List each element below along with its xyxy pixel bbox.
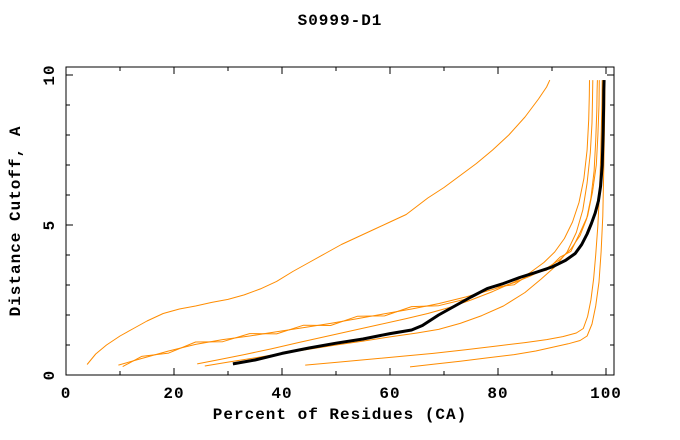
y-tick-label: 0: [41, 370, 59, 381]
x-axis-label: Percent of Residues (CA): [212, 406, 468, 424]
x-tick-label: 60: [379, 385, 400, 403]
curve-orange-model-4: [197, 80, 590, 365]
y-tick-label: 5: [41, 220, 59, 231]
x-tick-label: 40: [271, 385, 292, 403]
y-tick-label: 10: [41, 64, 59, 85]
curve-orange-model-6: [305, 80, 603, 366]
axis-frame: [65, 66, 615, 376]
curve-black-highlighted-model: [232, 80, 606, 366]
x-tick-label: 80: [487, 385, 508, 403]
curve-orange-model-1: [86, 79, 551, 365]
chart-title: S0999-D1: [297, 12, 383, 30]
curve-orange-model-5: [204, 80, 594, 367]
curve-orange-model-3: [122, 80, 600, 368]
x-tick-label: 20: [163, 385, 184, 403]
x-tick-label: 100: [590, 385, 622, 403]
curve-orange-model-2: [118, 80, 598, 366]
curve-orange-model-7: [409, 80, 606, 368]
x-tick-label: 0: [61, 385, 72, 403]
